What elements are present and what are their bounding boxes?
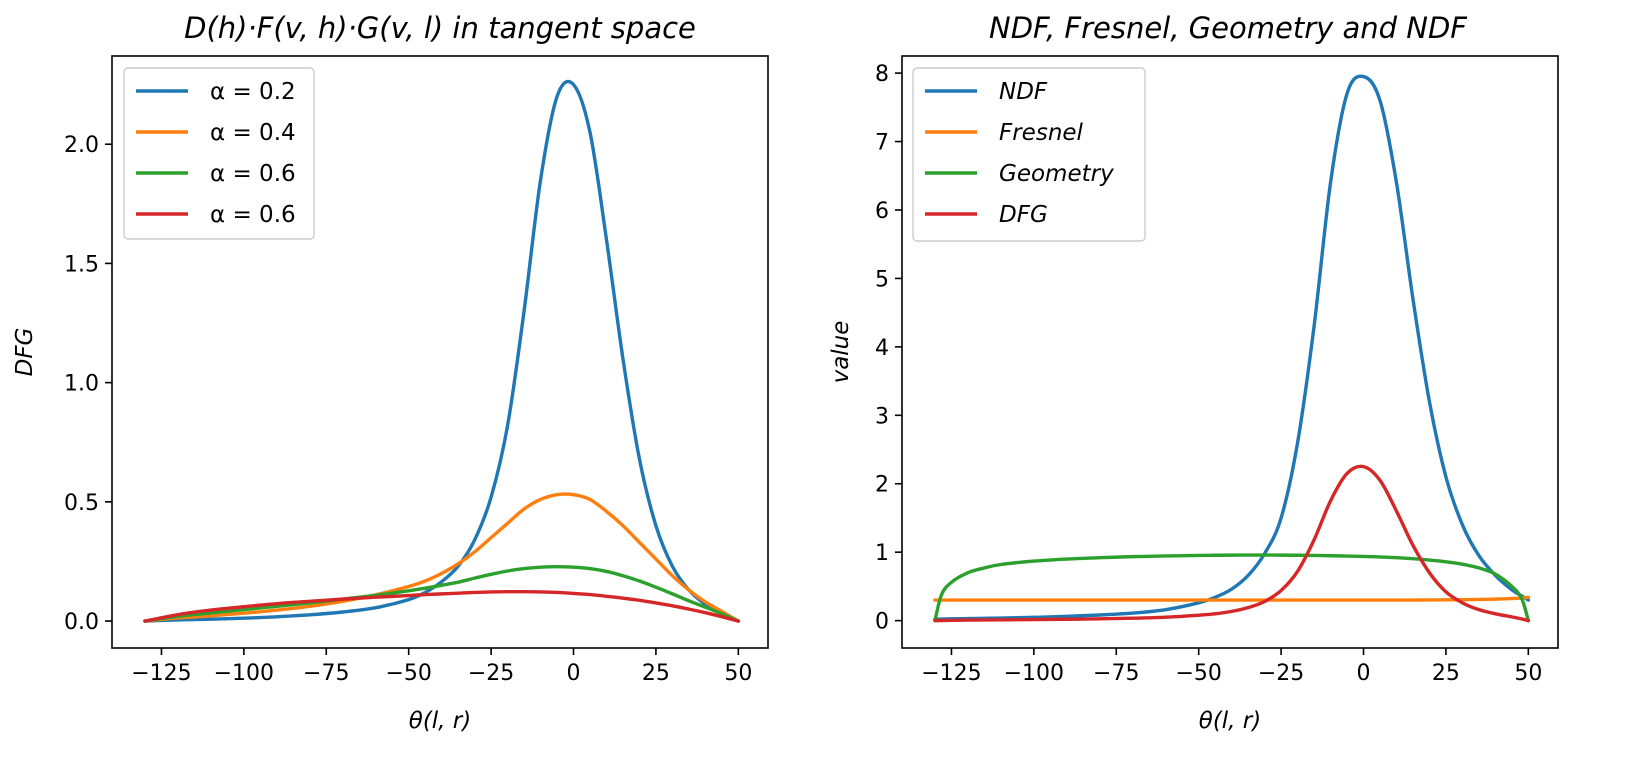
legend-label: NDF [999,79,1048,105]
x-axis-label: θ(l, r) [409,708,472,734]
legend-label: Fresnel [999,120,1084,146]
y-tick-label: 1.0 [64,372,99,397]
legend-label: α = 0.2 [210,79,296,105]
legend-label: α = 0.4 [210,120,296,146]
x-tick-label: −75 [1093,661,1139,686]
x-tick-label: −100 [1004,661,1064,686]
y-tick-label: 3 [875,404,889,429]
y-tick-label: 2.0 [64,133,99,158]
x-tick-label: 50 [724,661,752,686]
axes-frame [901,55,1559,649]
x-tick-label: −25 [468,661,514,686]
x-tick-label: 25 [1432,661,1460,686]
legend-label: α = 0.6 [210,161,296,187]
series-line-alpha-3 [143,590,741,623]
x-tick-label: −25 [1258,661,1304,686]
axes-frame [111,55,769,649]
x-tick-label: 50 [1514,661,1542,686]
plot-area [933,74,1531,623]
x-axis-label: θ(l, r) [1199,708,1262,734]
series-line-alpha-2 [143,565,741,623]
y-tick-label: 8 [875,62,889,87]
x-tick-label: 0 [567,661,581,686]
series-line-ndf [933,74,1531,621]
y-tick-label: 2 [875,473,889,498]
y-tick-label: 5 [875,267,889,292]
series-line-dfg [933,464,1531,623]
x-tick-label: −100 [214,661,274,686]
legend-box [123,67,315,240]
y-tick-label: 1.5 [64,252,99,277]
legend-label: Geometry [999,161,1114,187]
x-tick-label: −50 [385,661,431,686]
y-axis-label: DFG [12,328,38,377]
y-tick-label: 7 [875,131,889,156]
y-tick-label: 0.5 [64,491,99,516]
plot-area [143,79,741,623]
y-tick-label: 0.0 [64,610,99,635]
series-line-geometry [933,553,1531,623]
x-tick-label: 0 [1357,661,1371,686]
series-line-alpha-1 [143,492,741,623]
left-chart-panel: D(h)·F(v, h)·G(v, l) in tangent space −12… [12,11,769,734]
right-chart-panel: NDF, Fresnel, Geometry and NDF −125 −100 −7… [828,11,1559,734]
legend-label: α = 0.6 [210,202,296,228]
x-tick-label: 25 [642,661,670,686]
legend-label: DFG [999,202,1048,228]
y-axis-label: value [828,321,854,384]
y-tick-label: 1 [875,541,889,566]
series-line-fresnel [933,595,1531,602]
series-line-alpha-0 [143,79,741,623]
x-tick-label: −50 [1175,661,1221,686]
y-tick-label: 0 [875,610,889,635]
x-tick-label: −75 [303,661,349,686]
chart-title: D(h)·F(v, h)·G(v, l) in tangent space [184,11,696,45]
y-tick-label: 4 [875,336,889,361]
x-tick-label: −125 [131,661,191,686]
legend-box [912,67,1146,242]
chart-title: NDF, Fresnel, Geometry and NDF [989,11,1468,45]
y-tick-label: 6 [875,199,889,224]
legend: NDF Fresnel Geometry DFG [912,67,1146,242]
legend: α = 0.2 α = 0.4 α = 0.6 α = 0.6 [123,67,315,240]
x-tick-label: −125 [921,661,981,686]
